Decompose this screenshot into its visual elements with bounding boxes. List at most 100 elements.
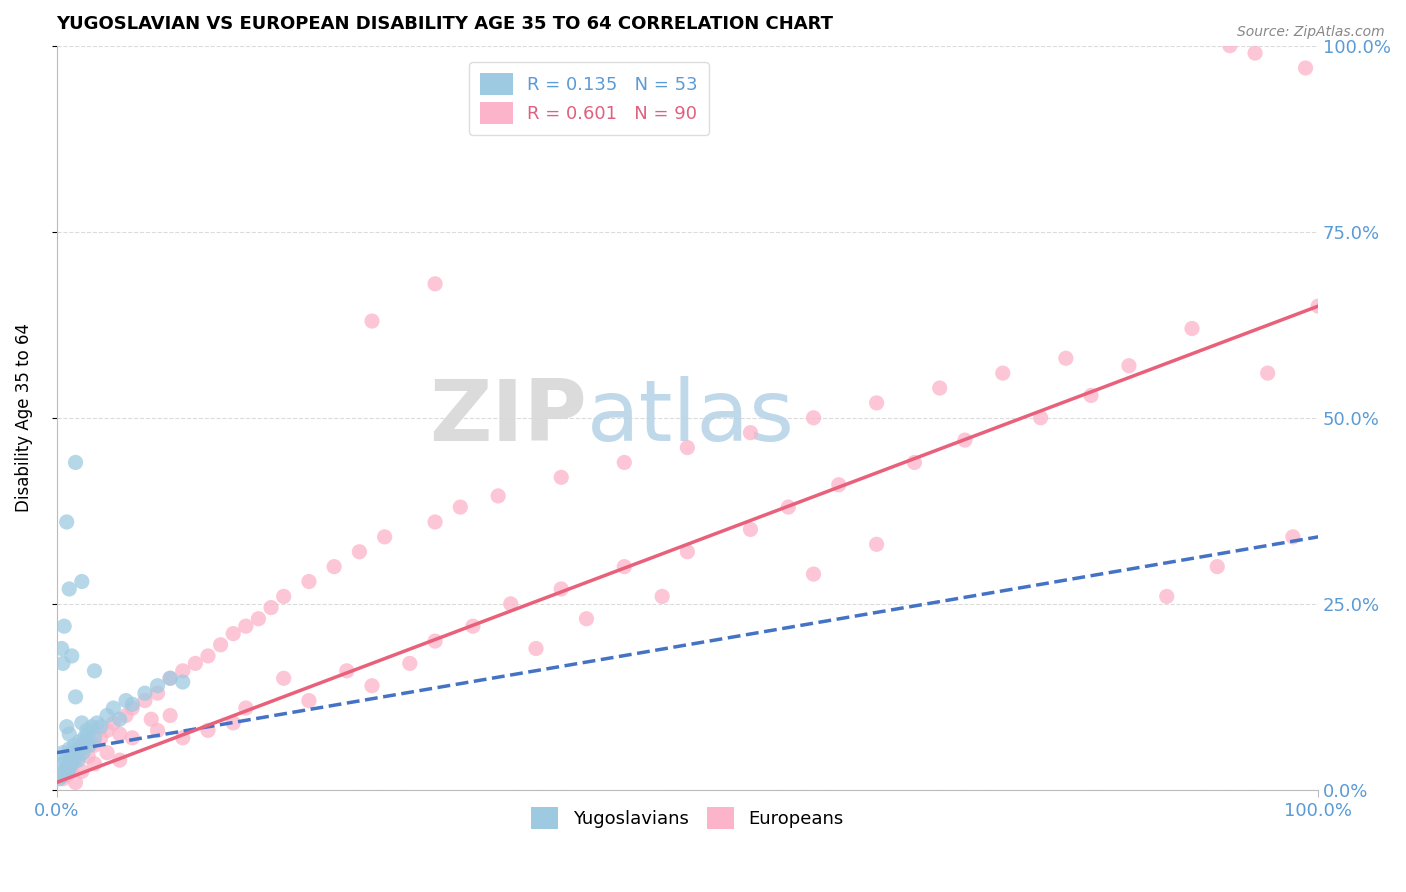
Point — [121, 731, 143, 745]
Point — [159, 708, 181, 723]
Point — [298, 574, 321, 589]
Point — [803, 567, 825, 582]
Point — [53, 764, 76, 779]
Point — [1156, 590, 1178, 604]
Point — [58, 761, 80, 775]
Point — [676, 545, 699, 559]
Point — [449, 500, 471, 514]
Point — [575, 612, 598, 626]
Point — [159, 671, 181, 685]
Point — [103, 701, 125, 715]
Text: YUGOSLAVIAN VS EUROPEAN DISABILITY AGE 35 TO 64 CORRELATION CHART: YUGOSLAVIAN VS EUROPEAN DISABILITY AGE 3… — [56, 15, 834, 33]
Point — [298, 693, 321, 707]
Point — [60, 756, 83, 771]
Point — [60, 648, 83, 663]
Text: ZIP: ZIP — [429, 376, 586, 459]
Point — [76, 723, 98, 738]
Point — [52, 657, 75, 671]
Point — [499, 597, 522, 611]
Point — [49, 768, 72, 782]
Point — [96, 723, 118, 738]
Point — [550, 470, 572, 484]
Point — [53, 619, 76, 633]
Point — [90, 720, 112, 734]
Point — [865, 396, 887, 410]
Point — [953, 433, 976, 447]
Point — [828, 477, 851, 491]
Point — [1118, 359, 1140, 373]
Point — [235, 619, 257, 633]
Y-axis label: Disability Age 35 to 64: Disability Age 35 to 64 — [15, 323, 32, 512]
Point — [928, 381, 950, 395]
Point — [803, 410, 825, 425]
Point — [613, 559, 636, 574]
Point — [1054, 351, 1077, 366]
Point — [67, 734, 90, 748]
Point — [1308, 299, 1330, 313]
Point — [146, 686, 169, 700]
Point — [55, 753, 77, 767]
Point — [65, 455, 87, 469]
Point — [58, 727, 80, 741]
Point — [55, 720, 77, 734]
Point — [423, 277, 446, 291]
Point — [69, 742, 91, 756]
Point — [65, 749, 87, 764]
Point — [48, 772, 70, 786]
Point — [108, 753, 131, 767]
Point — [222, 626, 245, 640]
Point — [65, 690, 87, 704]
Point — [83, 731, 105, 745]
Point — [75, 734, 97, 748]
Point — [51, 770, 73, 784]
Point — [1029, 410, 1052, 425]
Point — [740, 523, 762, 537]
Point — [80, 720, 103, 734]
Point — [361, 679, 384, 693]
Point — [336, 664, 359, 678]
Point — [70, 738, 93, 752]
Point — [260, 600, 283, 615]
Point — [86, 715, 108, 730]
Point — [52, 772, 75, 786]
Point — [73, 731, 96, 745]
Point — [134, 686, 156, 700]
Point — [108, 727, 131, 741]
Point — [197, 723, 219, 738]
Point — [247, 612, 270, 626]
Point — [676, 441, 699, 455]
Point — [58, 742, 80, 756]
Point — [323, 559, 346, 574]
Point — [222, 715, 245, 730]
Point — [1219, 38, 1241, 53]
Point — [65, 775, 87, 789]
Point — [273, 590, 295, 604]
Point — [524, 641, 547, 656]
Point — [486, 489, 509, 503]
Point — [115, 708, 138, 723]
Point — [1282, 530, 1305, 544]
Point — [77, 727, 100, 741]
Point — [1206, 559, 1229, 574]
Point — [146, 679, 169, 693]
Point — [172, 675, 194, 690]
Point — [83, 738, 105, 752]
Point — [66, 746, 89, 760]
Point — [1080, 388, 1102, 402]
Point — [96, 708, 118, 723]
Point — [1181, 321, 1204, 335]
Point — [361, 314, 384, 328]
Point — [184, 657, 207, 671]
Point — [77, 749, 100, 764]
Point — [778, 500, 800, 514]
Point — [59, 753, 82, 767]
Point — [423, 634, 446, 648]
Point — [991, 366, 1014, 380]
Point — [172, 731, 194, 745]
Point — [70, 764, 93, 779]
Point — [51, 641, 73, 656]
Point — [72, 746, 94, 760]
Point — [70, 574, 93, 589]
Point — [740, 425, 762, 440]
Point — [65, 753, 87, 767]
